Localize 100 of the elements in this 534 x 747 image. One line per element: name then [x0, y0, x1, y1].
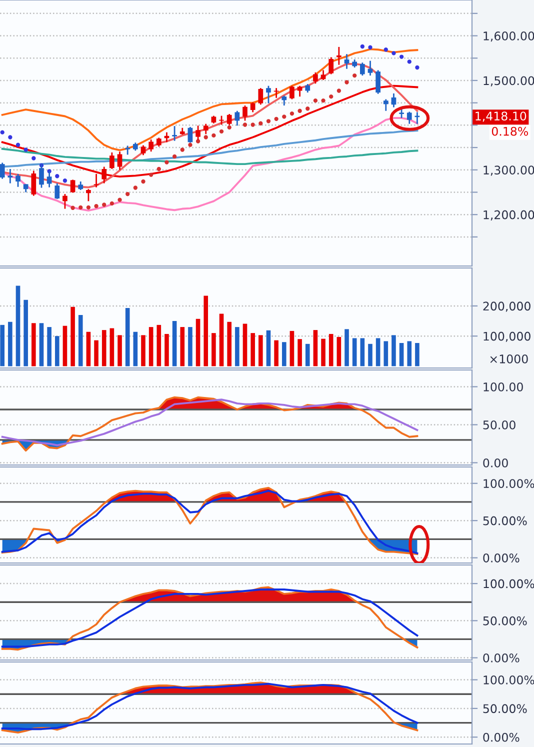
point	[62, 178, 68, 183]
point	[8, 135, 12, 140]
point	[336, 88, 342, 93]
bar	[415, 343, 420, 366]
bar	[70, 306, 75, 366]
y-tick-label: 50.00%	[483, 516, 527, 526]
bar	[242, 324, 248, 366]
bar	[24, 300, 28, 366]
candlestick	[242, 104, 248, 122]
bar	[328, 334, 334, 366]
point	[321, 98, 326, 103]
candlestick	[148, 138, 154, 152]
candlestick	[86, 188, 91, 202]
bar	[156, 324, 162, 366]
point	[306, 106, 310, 111]
text: 0.18%	[492, 126, 528, 136]
candlestick	[313, 72, 318, 84]
point	[204, 135, 208, 140]
candlestick	[125, 145, 130, 156]
point	[212, 133, 216, 138]
point	[196, 139, 200, 144]
point	[258, 121, 263, 126]
y-tick-label: 0.00%	[483, 653, 520, 662]
point	[282, 114, 286, 119]
candlestick	[203, 123, 208, 135]
point	[70, 206, 75, 210]
bar	[0, 324, 4, 366]
candlestick	[266, 85, 271, 104]
bar	[392, 335, 396, 366]
y-tick-label: 0.00%	[483, 732, 520, 742]
point	[250, 122, 255, 127]
candlestick	[328, 56, 334, 75]
point	[172, 154, 177, 159]
point	[55, 174, 60, 178]
candlestick	[320, 69, 326, 81]
candlestick	[250, 102, 256, 113]
bar	[282, 342, 286, 366]
bar	[336, 336, 342, 366]
candlestick	[368, 60, 373, 76]
bar	[180, 327, 185, 366]
bar	[212, 333, 216, 366]
point	[227, 125, 232, 130]
bar	[250, 333, 255, 366]
candlestick	[297, 85, 302, 98]
y-tick-label: 100,000	[484, 332, 530, 342]
bar	[219, 314, 224, 366]
point	[313, 98, 318, 103]
bar	[172, 321, 177, 366]
bar	[78, 314, 83, 366]
candlestick	[172, 125, 177, 142]
bar	[32, 323, 36, 366]
point	[368, 45, 372, 50]
bar	[321, 338, 326, 366]
point	[16, 142, 20, 147]
bar	[368, 344, 372, 366]
y-tick-label: 1,600.00	[484, 31, 534, 42]
y-tick-label: 1,300.00	[484, 166, 534, 176]
y-tick-label: 1,200.00	[484, 210, 534, 220]
bar	[290, 330, 294, 366]
bar	[360, 338, 365, 366]
bar	[47, 327, 52, 366]
point	[126, 192, 130, 196]
candlestick	[290, 85, 294, 100]
y-tick-label: 50.00%	[483, 704, 527, 714]
candlestick	[383, 98, 388, 112]
point	[78, 205, 83, 210]
y-tick-label: 0.00%	[483, 554, 520, 562]
point	[219, 129, 224, 134]
bar	[235, 327, 240, 366]
point	[148, 172, 154, 177]
bar	[274, 340, 278, 366]
y-tick-label: 100.00%	[484, 579, 534, 588]
bar	[8, 322, 12, 366]
bar	[62, 326, 68, 366]
point	[86, 205, 91, 210]
point	[156, 166, 161, 172]
candlestick	[54, 182, 60, 200]
candlestick	[0, 162, 5, 180]
bar	[54, 336, 60, 366]
candlestick	[31, 170, 36, 197]
point	[274, 116, 278, 121]
bar	[148, 327, 154, 366]
point	[399, 54, 404, 59]
point	[290, 111, 294, 116]
bar	[399, 343, 404, 366]
bar	[141, 335, 146, 366]
bar	[227, 322, 232, 366]
point	[32, 156, 36, 160]
bar	[102, 330, 106, 366]
point	[94, 204, 98, 208]
candlestick	[391, 92, 396, 108]
bar	[164, 334, 169, 366]
point	[164, 160, 169, 164]
candlestick	[360, 62, 365, 76]
y-tick-label: 50.00	[483, 420, 516, 430]
bar	[16, 286, 20, 366]
y-tick-label: 200,000	[483, 302, 530, 312]
bar	[313, 330, 318, 366]
bar	[344, 329, 349, 366]
bar	[258, 335, 263, 366]
